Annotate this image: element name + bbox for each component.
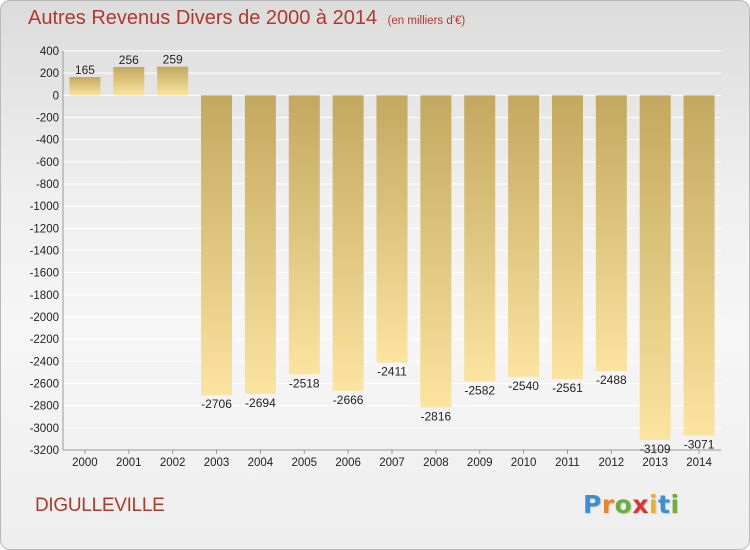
- bar-2009: [464, 95, 496, 382]
- y-tick-label: 0: [53, 90, 59, 102]
- y-tick-label: -2600: [30, 379, 59, 391]
- bar-2010: [508, 95, 540, 377]
- x-tick-label: 2005: [291, 457, 317, 469]
- y-tick-label: -1000: [30, 201, 59, 213]
- commune-name: DIGULLEVILLE: [35, 495, 165, 516]
- x-tick-label: 2001: [116, 457, 142, 469]
- y-tick-label: -3000: [30, 423, 59, 435]
- logo-letter: o: [614, 490, 633, 519]
- data-label: -2488: [596, 373, 627, 387]
- bar-2002: [157, 66, 189, 96]
- chart-title: Autres Revenus Divers de 2000 à 2014: [28, 7, 378, 29]
- bar-2013: [639, 95, 671, 440]
- bar-2008: [420, 95, 452, 408]
- x-tick-label: 2006: [335, 457, 361, 469]
- y-tick-label: -1200: [30, 223, 59, 235]
- x-tick-label: 2012: [599, 457, 625, 469]
- y-tick-label: -2800: [30, 401, 59, 413]
- y-tick-label: -2000: [30, 312, 59, 324]
- y-tick-label: -3200: [30, 445, 59, 457]
- data-label: 256: [119, 53, 139, 67]
- data-label: -2411: [377, 365, 407, 379]
- bar-2000: [69, 77, 101, 96]
- x-tick-label: 2004: [248, 457, 274, 469]
- data-label: -2816: [421, 409, 452, 423]
- bars: [69, 66, 715, 440]
- data-label: -2518: [289, 376, 320, 390]
- y-tick-label: 400: [40, 46, 59, 58]
- title-row: Autres Revenus Divers de 2000 à 2014 (en…: [28, 7, 465, 30]
- y-tick-label: -200: [36, 113, 59, 125]
- data-label: -2694: [245, 396, 276, 410]
- y-tick-label: -800: [36, 179, 59, 191]
- bar-2005: [288, 95, 320, 375]
- data-label: -3071: [684, 438, 715, 452]
- x-tick-label: 2010: [511, 457, 537, 469]
- bar-2007: [376, 95, 408, 363]
- x-tick-label: 2011: [555, 457, 580, 469]
- y-tick-label: -1400: [30, 246, 59, 258]
- data-label: -2706: [201, 397, 232, 411]
- y-tick-label: -1800: [30, 290, 59, 302]
- logo-letter: i: [649, 490, 659, 519]
- bar-2014: [683, 95, 715, 436]
- x-tick-label: 2000: [72, 457, 98, 469]
- y-tick-label: -2200: [30, 334, 59, 346]
- proxiti-logo: Proxiti: [583, 490, 680, 519]
- y-tick-label: -2400: [30, 356, 59, 368]
- x-tick-label: 2009: [467, 457, 493, 469]
- bar-2003: [201, 95, 233, 396]
- logo-letter: t: [658, 490, 671, 519]
- data-label: -2561: [552, 381, 583, 395]
- y-tick-label: -1600: [30, 268, 59, 280]
- bar-2004: [244, 95, 276, 394]
- bar-2006: [332, 95, 364, 391]
- data-label: -3109: [640, 442, 671, 456]
- data-label: 259: [163, 53, 183, 67]
- data-label: -2540: [508, 379, 539, 393]
- data-label: -2666: [333, 393, 364, 407]
- data-label: -2582: [464, 384, 495, 398]
- x-tick-label: 2008: [423, 457, 449, 469]
- bar-2012: [595, 95, 627, 372]
- logo-letter: P: [583, 490, 602, 519]
- x-tick-label: 2007: [379, 457, 405, 469]
- x-tick-label: 2014: [686, 457, 712, 469]
- y-axis-ticks: 400 200 0 -200 -400 -600 -800 -1000 -1200 -1400 -1…: [30, 46, 59, 457]
- logo-letter: r: [601, 490, 615, 519]
- data-label: 165: [75, 63, 95, 77]
- bar-2011: [551, 95, 583, 380]
- x-tick-label: 2003: [204, 457, 230, 469]
- y-tick-label: 200: [40, 68, 59, 80]
- x-axis-ticks: 2000 2001 2002 2003 2004 2005 2006 2007 2008 2009…: [72, 450, 712, 469]
- y-tick-label: -400: [36, 135, 59, 147]
- chart-subtitle: (en milliers d'€): [387, 15, 466, 27]
- y-tick-label: -600: [36, 157, 59, 169]
- logo-letter: i: [670, 490, 680, 519]
- x-tick-label: 2002: [160, 457, 186, 469]
- logo-letter: x: [632, 490, 649, 519]
- bar-2001: [113, 66, 145, 96]
- x-tick-label: 2013: [642, 457, 668, 469]
